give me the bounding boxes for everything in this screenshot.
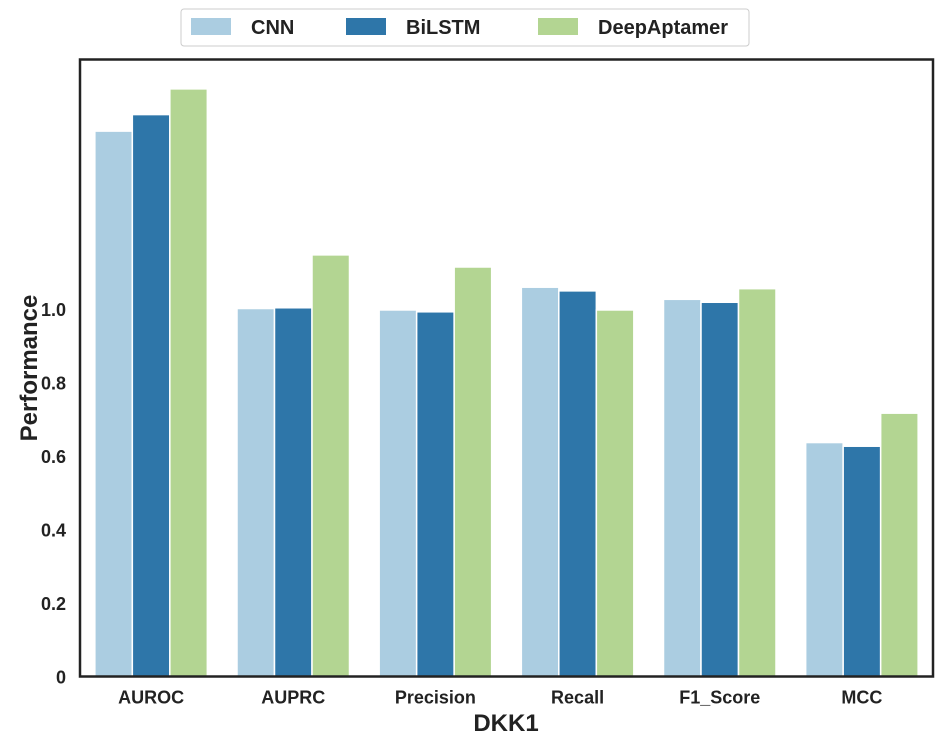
bar-bilstm-auroc: [131, 113, 171, 678]
y-tick-label: 0: [56, 668, 66, 688]
y-tick-label: 0.4: [41, 521, 66, 541]
bar-bilstm-f1-score: [700, 301, 740, 678]
bar-cnn-auprc: [236, 307, 276, 678]
bar-deepaptamer-mcc: [879, 412, 919, 678]
y-tick-label: 0.6: [41, 447, 66, 467]
x-tick-label: Recall: [551, 688, 604, 708]
bar-deepaptamer-auroc: [169, 88, 209, 678]
x-tick-label: Precision: [395, 688, 476, 708]
legend: CNN BiLSTM DeepAptamer: [180, 8, 750, 47]
y-tick-labels: 0 0.2 0.4 0.6 0.8 1.0: [41, 300, 66, 687]
bar-cnn-auroc: [94, 130, 134, 678]
legend-label-deepaptamer: DeepAptamer: [598, 17, 728, 39]
bar-bilstm-mcc: [842, 445, 882, 678]
bar-deepaptamer-recall: [595, 309, 635, 678]
bar-deepaptamer-precision: [453, 266, 493, 678]
y-tick-label: 1.0: [41, 300, 66, 320]
legend-swatch-deepaptamer: [538, 18, 578, 35]
x-tick-label: AUPRC: [261, 688, 325, 708]
y-tick-label: 0.2: [41, 594, 66, 614]
bar-bilstm-recall: [558, 290, 598, 678]
legend-swatch-cnn: [191, 18, 231, 35]
x-tick-label: F1_Score: [679, 688, 760, 708]
bar-bilstm-precision: [415, 311, 455, 678]
x-tick-labels: AUROC AUPRC Precision Recall F1_Score MCC: [118, 688, 882, 708]
bar-cnn-recall: [520, 286, 560, 678]
bars-group: [94, 88, 919, 678]
x-tick-label: MCC: [841, 688, 882, 708]
legend-label-cnn: CNN: [251, 17, 294, 39]
x-tick-label: AUROC: [118, 688, 184, 708]
legend-swatch-bilstm: [346, 18, 386, 35]
y-tick-label: 0.8: [41, 374, 66, 394]
bar-bilstm-auprc: [273, 307, 313, 678]
bar-deepaptamer-f1-score: [737, 287, 777, 678]
legend-label-bilstm: BiLSTM: [406, 17, 480, 39]
x-axis-label: DKK1: [473, 710, 538, 737]
legend-box: [180, 8, 750, 47]
legend-items: CNN BiLSTM DeepAptamer: [191, 17, 728, 39]
bar-deepaptamer-auprc: [311, 254, 351, 678]
bar-cnn-f1-score: [662, 298, 702, 678]
bar-cnn-mcc: [804, 441, 844, 678]
y-axis-label: Performance: [16, 295, 43, 442]
plot-frame: [78, 58, 935, 678]
bar-cnn-precision: [378, 309, 418, 678]
